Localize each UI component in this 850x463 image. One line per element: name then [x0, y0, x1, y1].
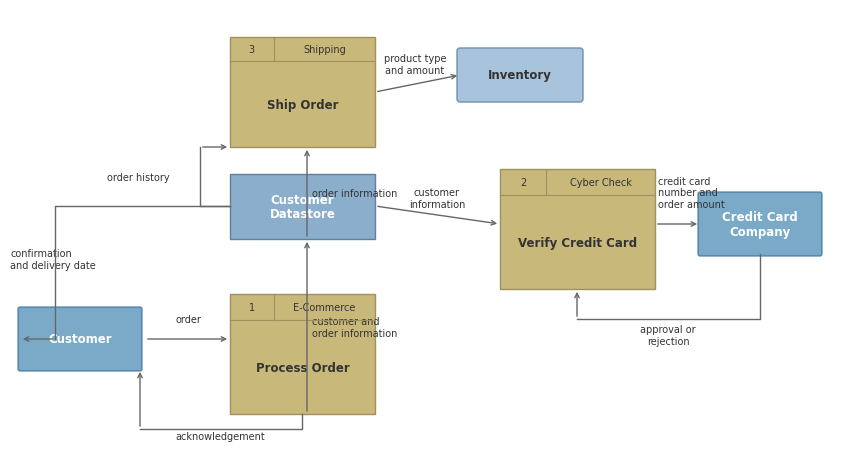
Text: 2: 2: [520, 178, 526, 188]
FancyBboxPatch shape: [18, 307, 142, 371]
Text: Verify Credit Card: Verify Credit Card: [518, 236, 637, 249]
Text: order: order: [175, 314, 201, 324]
Text: customer
information: customer information: [409, 188, 465, 210]
FancyBboxPatch shape: [457, 49, 583, 103]
Bar: [500, 169, 655, 289]
Bar: [230, 38, 375, 148]
Text: Cyber Check: Cyber Check: [570, 178, 632, 188]
Text: E-Commerce: E-Commerce: [293, 302, 355, 313]
Text: confirmation
and delivery date: confirmation and delivery date: [10, 249, 96, 270]
Bar: [230, 175, 375, 239]
Text: Customer: Customer: [48, 333, 112, 346]
Text: Customer
Datastore: Customer Datastore: [269, 193, 336, 221]
Text: Shipping: Shipping: [303, 45, 346, 55]
Text: approval or
rejection: approval or rejection: [640, 324, 696, 346]
Text: 1: 1: [249, 302, 255, 313]
Text: acknowledgement: acknowledgement: [175, 431, 265, 441]
Text: order information: order information: [312, 188, 397, 199]
Bar: [230, 294, 375, 414]
Text: customer and
order information: customer and order information: [312, 317, 397, 338]
Text: Inventory: Inventory: [488, 69, 552, 82]
Text: credit card
number and
order amount: credit card number and order amount: [658, 176, 725, 210]
Text: Process Order: Process Order: [256, 361, 349, 374]
Text: order history: order history: [107, 173, 170, 182]
FancyBboxPatch shape: [698, 193, 822, 256]
Text: 3: 3: [249, 45, 255, 55]
Text: Ship Order: Ship Order: [267, 99, 338, 112]
Text: Credit Card
Company: Credit Card Company: [722, 211, 798, 238]
Text: product type
and amount: product type and amount: [383, 54, 446, 76]
